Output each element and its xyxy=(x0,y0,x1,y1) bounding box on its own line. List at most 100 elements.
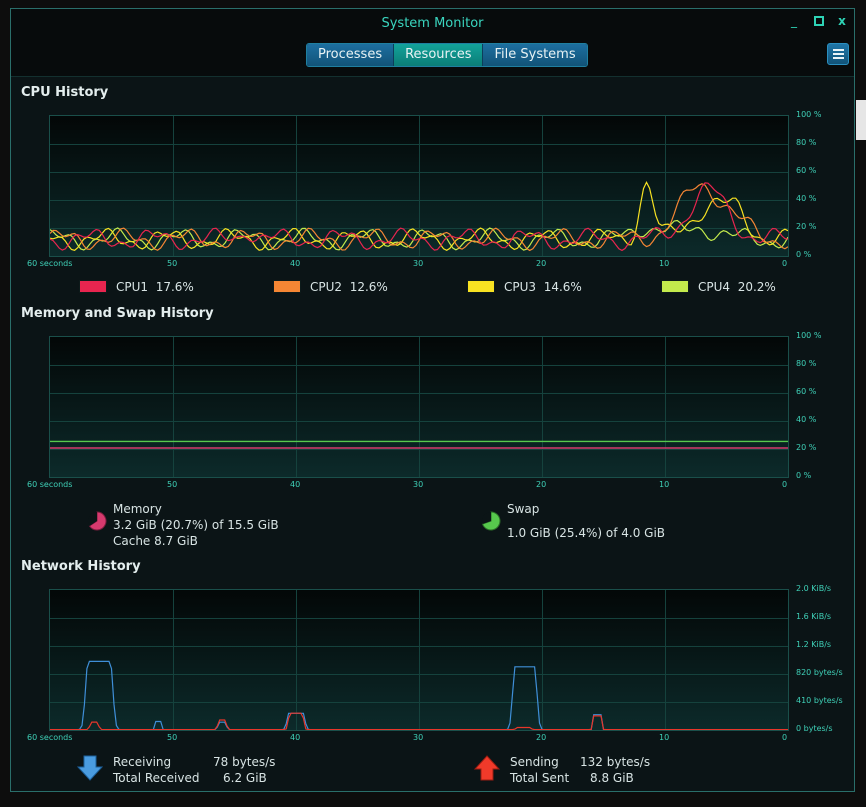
cpu3-color-swatch[interactable] xyxy=(467,280,495,293)
cpu3-value: 14.6% xyxy=(543,280,582,294)
total-received-label: Total Received xyxy=(113,771,200,785)
tab-processes[interactable]: Processes xyxy=(307,44,395,66)
cpu-y-tick-label: 0 % xyxy=(796,250,812,259)
cpu2-legend: CPU2 12.6% xyxy=(310,280,388,294)
network-x-tick-label: 10 xyxy=(659,733,670,742)
cpu1-line xyxy=(50,182,788,252)
receiving-arrow-icon[interactable] xyxy=(77,755,103,781)
cpu3-legend: CPU3 14.6% xyxy=(504,280,582,294)
receiving-value: 78 bytes/s xyxy=(213,755,276,769)
memory-info: Memory 3.2 GiB (20.7%) of 15.5 GiB Cache… xyxy=(113,501,279,549)
memory-x-tick-label: 50 xyxy=(167,480,178,489)
cpu-section-title: CPU History xyxy=(21,85,109,100)
memory-x-tick-label: 60 seconds xyxy=(27,480,73,489)
network-y-tick-label: 820 bytes/s xyxy=(796,668,843,677)
network-x-tick-label: 60 seconds xyxy=(27,733,73,742)
cpu1-label: CPU1 xyxy=(116,280,149,294)
network-y-tick-label: 1.2 KiB/s xyxy=(796,640,832,649)
cpu-x-tick-label: 60 seconds xyxy=(27,259,73,268)
memory-x-tick-label: 40 xyxy=(290,480,301,489)
swap-usage: 1.0 GiB (25.4%) of 4.0 GiB xyxy=(507,526,666,540)
memory-x-tick-label: 10 xyxy=(659,480,670,489)
cpu4-line xyxy=(50,219,788,251)
cpu-x-tick-label: 30 xyxy=(413,259,424,268)
memory-pie-icon[interactable] xyxy=(87,511,107,531)
maximize-icon xyxy=(814,16,824,26)
cpu-x-tick-label: 10 xyxy=(659,259,670,268)
cpu2-line xyxy=(50,183,788,252)
network-history-graph xyxy=(49,589,789,731)
cpu-x-tick-label: 20 xyxy=(536,259,547,268)
memory-y-tick-label: 100 % xyxy=(796,331,822,340)
network-section-title: Network History xyxy=(21,559,141,574)
cpu-x-tick-label: 50 xyxy=(167,259,178,268)
memory-cache: Cache 8.7 GiB xyxy=(113,534,198,548)
titlebar: System Monitor _ x Processes Resources F… xyxy=(11,9,854,77)
memory-label: Memory xyxy=(113,502,162,516)
maximize-button[interactable] xyxy=(812,14,826,28)
total-sent-label: Total Sent xyxy=(510,771,570,785)
tab-file-systems[interactable]: File Systems xyxy=(483,44,587,66)
memory-x-tick-label: 30 xyxy=(413,480,424,489)
memory-section-title: Memory and Swap History xyxy=(21,306,214,321)
desktop-shape xyxy=(856,100,866,140)
receiving-info: Receiving 78 bytes/s Total Received 6.2 Gi… xyxy=(113,754,275,786)
sending-value: 132 bytes/s xyxy=(580,755,651,769)
memory-usage: 3.2 GiB (20.7%) of 15.5 GiB xyxy=(113,518,279,532)
cpu3-label: CPU3 xyxy=(504,280,537,294)
cpu-x-tick-label: 40 xyxy=(290,259,301,268)
network-x-tick-label: 0 xyxy=(782,733,788,742)
hamburger-menu-icon-line xyxy=(833,57,844,59)
hamburger-menu-button[interactable] xyxy=(827,43,849,65)
window-title: System Monitor xyxy=(381,16,484,31)
network-x-tick-label: 20 xyxy=(536,733,547,742)
sending-line xyxy=(50,712,788,730)
memory-y-tick-label: 0 % xyxy=(796,471,812,480)
cpu2-value: 12.6% xyxy=(349,280,388,294)
cpu1-legend: CPU1 17.6% xyxy=(116,280,194,294)
close-button[interactable]: x xyxy=(838,14,846,28)
cpu3-line xyxy=(50,180,788,251)
view-tabs: Processes Resources File Systems xyxy=(306,43,588,67)
cpu-y-tick-label: 40 % xyxy=(796,194,817,203)
total-sent-value: 8.8 GiB xyxy=(590,771,634,785)
swap-label: Swap xyxy=(507,502,540,516)
minimize-button[interactable]: _ xyxy=(791,14,797,28)
cpu4-legend: CPU4 20.2% xyxy=(698,280,776,294)
memory-y-tick-label: 40 % xyxy=(796,415,817,424)
network-x-tick-label: 40 xyxy=(290,733,301,742)
total-received-value: 6.2 GiB xyxy=(223,771,267,785)
cpu4-label: CPU4 xyxy=(698,280,731,294)
cpu2-color-swatch[interactable] xyxy=(273,280,301,293)
cpu-x-tick-label: 0 xyxy=(782,259,788,268)
network-y-tick-label: 0 bytes/s xyxy=(796,724,833,733)
cpu-y-tick-label: 60 % xyxy=(796,166,817,175)
memory-x-tick-label: 0 xyxy=(782,480,788,489)
cpu-y-tick-label: 80 % xyxy=(796,138,817,147)
tab-resources[interactable]: Resources xyxy=(394,44,484,66)
hamburger-menu-icon xyxy=(833,49,844,51)
swap-info: Swap 1.0 GiB (25.4%) of 4.0 GiB xyxy=(507,501,665,541)
sending-info: Sending 132 bytes/s Total Sent 8.8 GiB xyxy=(510,754,650,786)
network-y-tick-label: 410 bytes/s xyxy=(796,696,843,705)
cpu4-value: 20.2% xyxy=(737,280,776,294)
system-monitor-window: System Monitor _ x Processes Resources F… xyxy=(10,8,855,792)
memory-y-tick-label: 80 % xyxy=(796,359,817,368)
cpu-y-tick-label: 100 % xyxy=(796,110,822,119)
network-x-tick-label: 30 xyxy=(413,733,424,742)
memory-y-tick-label: 20 % xyxy=(796,443,817,452)
network-y-tick-label: 2.0 KiB/s xyxy=(796,584,832,593)
network-y-tick-label: 1.6 KiB/s xyxy=(796,612,832,621)
receiving-label: Receiving xyxy=(113,755,172,769)
cpu4-color-swatch[interactable] xyxy=(661,280,689,293)
cpu2-label: CPU2 xyxy=(310,280,343,294)
memory-history-graph xyxy=(49,336,789,478)
cpu1-value: 17.6% xyxy=(155,280,194,294)
cpu-y-tick-label: 20 % xyxy=(796,222,817,231)
sending-arrow-icon[interactable] xyxy=(474,755,500,781)
cpu1-color-swatch[interactable] xyxy=(79,280,107,293)
swap-pie-icon[interactable] xyxy=(481,511,501,531)
sending-label: Sending xyxy=(510,755,559,769)
memory-x-tick-label: 20 xyxy=(536,480,547,489)
hamburger-menu-icon-line xyxy=(833,53,844,55)
